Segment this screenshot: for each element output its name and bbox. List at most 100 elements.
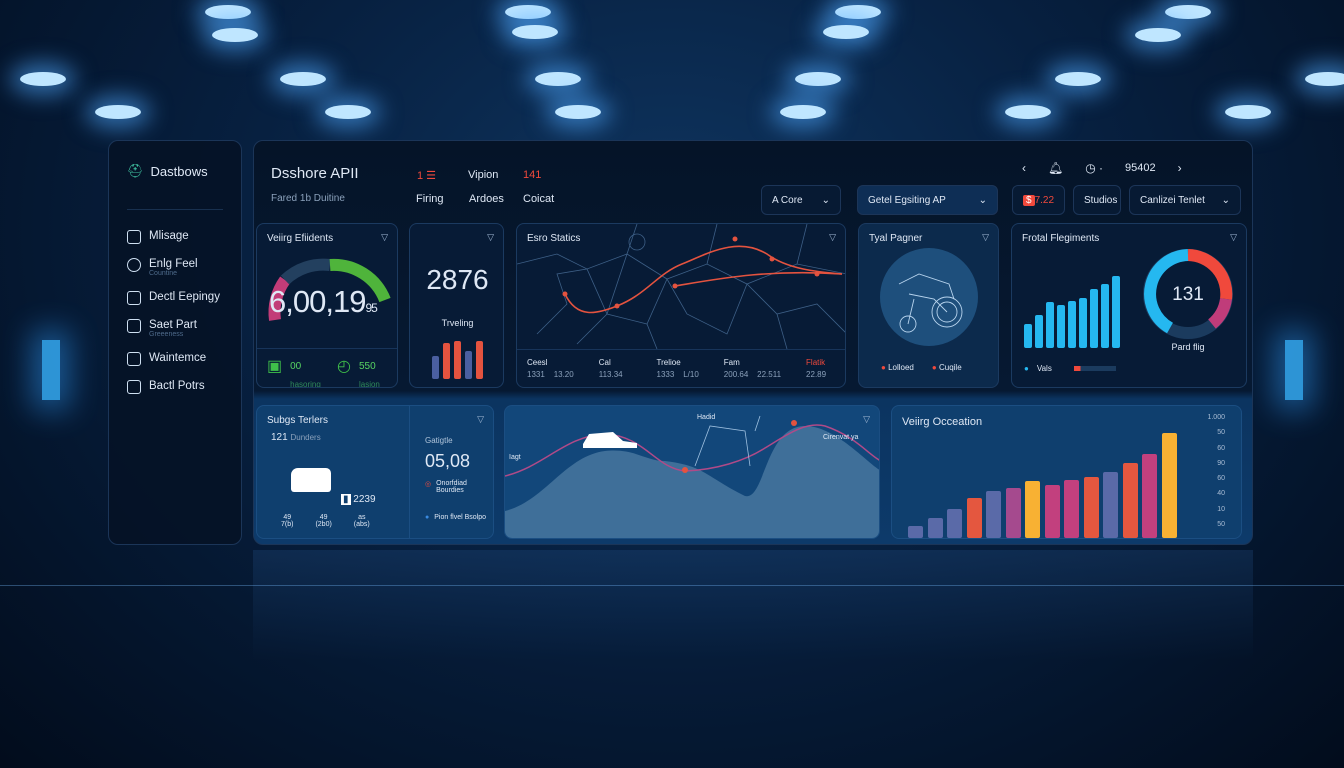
label: Core xyxy=(780,194,803,206)
sidebar-item-maintenance[interactable]: Waintemce xyxy=(127,352,223,366)
regiments-bar xyxy=(1046,301,1054,348)
regiments-card: Frotal Flegiments ▽ 131 Pard flig ● Vals xyxy=(1011,223,1247,388)
regiments-bars xyxy=(1024,274,1120,348)
trending-bars xyxy=(432,339,483,379)
map-stats: Ceesl 1331 13.20 Cal 113.34 Trelioe 1333 L/1… xyxy=(527,358,835,379)
y-tick: 40 xyxy=(1217,490,1225,498)
contact-dropdown[interactable]: Canlizei Tenlet ⌄ xyxy=(1129,185,1241,215)
studios-button[interactable]: Studios xyxy=(1073,185,1121,215)
stat-label: Ardoes xyxy=(469,193,504,205)
stat-label: Coicat xyxy=(523,193,555,205)
types-card: Subgs Terlers ▽ 121 Dunders ▮ 2239 49 7(b)… xyxy=(256,405,494,539)
y-tick: 60 xyxy=(1217,475,1225,483)
filter-icon[interactable]: ▽ xyxy=(829,232,836,242)
types-mini-stats: 49 7(b) 49 (2b0) as (abs) xyxy=(281,514,370,528)
filter-icon[interactable]: ▽ xyxy=(477,414,484,424)
y-tick: 60 xyxy=(1217,444,1225,452)
route-map[interactable] xyxy=(517,224,846,349)
trending-label: Trveling xyxy=(441,318,474,328)
occasion-bar xyxy=(947,508,962,538)
sidebar: ⛑ Dastbows Mlisage Enlg Feel Countine Dect… xyxy=(108,140,242,545)
chevron-down-icon: ⌄ xyxy=(821,194,830,206)
main-panel: Dsshore APII Fared 1b Duitine 1 ☰ Firing… xyxy=(253,140,1253,545)
elevation-card: ▽ Iagt Hadid Cirenvat ya xyxy=(504,405,880,539)
regiments-bar xyxy=(1112,276,1120,348)
occasion-bar xyxy=(1103,472,1118,538)
bell-icon[interactable]: 🔔︎ xyxy=(1048,161,1064,175)
car-icon xyxy=(583,432,637,448)
label: 7.22 xyxy=(1034,194,1055,206)
category-item: ◎ Onorfdiad Bourdies xyxy=(425,480,467,494)
y-axis: 1.000 50 60 90 60 40 10 50 xyxy=(1207,414,1225,528)
chevron-left-icon[interactable]: ‹ xyxy=(1022,161,1026,175)
trending-bar xyxy=(465,350,472,379)
trending-value: 2876 xyxy=(426,264,489,295)
chart-label: Hadid xyxy=(697,414,716,421)
card-title: Veiirg Efiidents xyxy=(267,233,334,244)
category-value: 05,08 xyxy=(425,451,471,471)
y-tick: 90 xyxy=(1217,459,1225,467)
sidebar-item-fuel[interactable]: Enlg Feel Countine xyxy=(127,258,223,277)
brand-label: Dastbows xyxy=(150,163,208,179)
donut-label: Pard flig xyxy=(1171,342,1205,352)
sidebar-item-reports[interactable]: Bactl Potrs xyxy=(127,380,223,394)
regiments-bar xyxy=(1035,314,1043,348)
regiments-bar xyxy=(1090,288,1098,348)
regiments-bar xyxy=(1101,283,1109,348)
type-card: Tyal Pagner ▽ ● Lolloed ● Cuqile xyxy=(858,223,999,388)
motorcycle-illustration xyxy=(880,248,978,346)
filter-icon[interactable]: ▽ xyxy=(381,232,388,242)
filter-icon[interactable]: ▽ xyxy=(487,232,494,242)
trending-card: ▽ 2876 Trveling xyxy=(409,223,504,388)
nav-value: 95402 xyxy=(1125,162,1156,174)
occasion-bar xyxy=(1005,487,1021,538)
elevation-chart[interactable] xyxy=(505,406,880,539)
core-dropdown[interactable]: A Core ⌄ xyxy=(761,185,841,215)
chevron-right-icon[interactable]: › xyxy=(1177,161,1182,175)
alert-badge[interactable]: $7.22 xyxy=(1012,185,1065,215)
label: Bactl Potrs xyxy=(149,380,205,392)
map-stat: Flatik 22.89 xyxy=(806,358,835,379)
trending-bar xyxy=(432,356,439,379)
occasion-bars xyxy=(908,426,1177,538)
regiments-bar xyxy=(1079,297,1087,348)
sidebar-item-mileage[interactable]: Mlisage xyxy=(127,230,223,244)
chevron-down-icon: ⌄ xyxy=(978,194,987,206)
label: Waintemce xyxy=(149,352,207,364)
occasion-bar xyxy=(1064,480,1079,538)
types-count: 121 Dunders xyxy=(271,432,321,443)
y-tick: 50 xyxy=(1217,520,1225,528)
folder-icon xyxy=(127,380,141,394)
occasion-bar xyxy=(908,525,923,538)
api-select[interactable]: Getel Egsiting AP ⌄ xyxy=(857,185,998,215)
label: Dectl Eepingy xyxy=(149,291,220,303)
globe-icon xyxy=(127,258,141,272)
filter-icon[interactable]: ▽ xyxy=(982,232,989,242)
y-tick: 1.000 xyxy=(1207,414,1225,421)
card-title: Frotal Flegiments xyxy=(1022,233,1100,244)
label: Mlisage xyxy=(149,230,189,242)
sidebar-item-energy[interactable]: Dectl Eepingy xyxy=(127,291,223,305)
chevron-down-icon: ⌄ xyxy=(1221,194,1230,206)
occasion-bar xyxy=(986,490,1001,538)
trending-bar xyxy=(454,341,461,379)
clock-icon: ◴ xyxy=(337,358,351,375)
page-title: Dsshore APII xyxy=(271,165,359,182)
sidebar-item-parts[interactable]: Saet Part Greeeness xyxy=(127,319,223,338)
chip-icon: ▣ xyxy=(267,358,283,375)
brand[interactable]: ⛑ Dastbows xyxy=(127,163,223,210)
filter-icon[interactable]: ▽ xyxy=(863,414,870,424)
y-tick: 10 xyxy=(1217,505,1225,513)
lock-icon xyxy=(127,319,141,333)
stat-value: 141 xyxy=(523,169,542,181)
map-stat: Fam 200.64 22.511 xyxy=(723,358,782,379)
card-title: Subgs Terlers xyxy=(267,415,328,426)
card-title: Esro Statics xyxy=(527,233,581,244)
efficiency-gauge xyxy=(268,258,391,321)
stat-hosting: ▣ 00 hasoring xyxy=(267,356,321,387)
clock-icon[interactable]: ◷ · xyxy=(1085,161,1104,175)
filter-icon[interactable]: ▽ xyxy=(1230,232,1237,242)
alert-icon: $ xyxy=(1023,194,1035,206)
type-legend: ● Lolloed ● Cuqile xyxy=(881,363,962,372)
map-stat: Ceesl 1331 13.20 xyxy=(527,358,574,379)
